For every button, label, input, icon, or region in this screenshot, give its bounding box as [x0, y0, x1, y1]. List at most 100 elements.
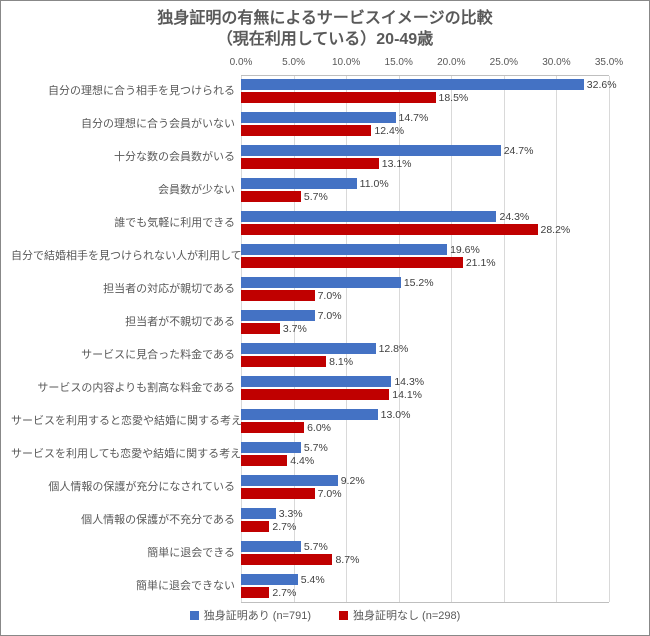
chart-row: 個人情報の保護が不充分である3.3%2.7%: [11, 504, 609, 537]
bar: 19.6%: [241, 244, 447, 255]
category-label: 個人情報の保護が不充分である: [11, 514, 241, 526]
bar: 14.7%: [241, 112, 396, 123]
chart-row: 担当者が不親切である7.0%3.7%: [11, 306, 609, 339]
bar: 6.0%: [241, 422, 304, 433]
category-label: 十分な数の会員数がいる: [11, 151, 241, 163]
chart-row: 自分の理想に合う相手を見つけられる32.6% 18.5%: [11, 75, 609, 108]
bar: 8.1%: [241, 356, 326, 367]
x-tick-label: 15.0%: [385, 57, 413, 68]
bar: 2.7%: [241, 521, 269, 532]
chart-row: 会員数が少ない11.0%5.7%: [11, 174, 609, 207]
bar-value-label: 13.0%: [381, 409, 411, 421]
bar: 9.2%: [241, 475, 338, 486]
bar: 15.2%: [241, 277, 401, 288]
bar: 7.0%: [241, 290, 315, 301]
bar-value-label: 13.1%: [382, 158, 412, 170]
bar-value-label: 19.6%: [450, 244, 480, 256]
chart-row: 自分で結婚相手を見つけられない人が利用して…19.6%21.1%: [11, 240, 609, 273]
gridline: [609, 76, 610, 602]
bar-group: 12.8% 8.1%: [241, 339, 609, 372]
bar-value-label: 12.4%: [374, 125, 404, 137]
x-tick-label: 30.0%: [542, 57, 570, 68]
bar: 5.7%: [241, 541, 301, 552]
category-label: 誰でも気軽に利用できる: [11, 217, 241, 229]
legend: 独身証明あり (n=791) 独身証明なし (n=298): [11, 607, 639, 625]
category-label: 会員数が少ない: [11, 184, 241, 196]
bar-wrap: 14.7%: [241, 112, 609, 123]
chart-row: 簡単に退会できる5.7%8.7%: [11, 537, 609, 570]
legend-swatch: [339, 611, 348, 620]
bar-value-label: 14.3%: [394, 376, 424, 388]
bar-value-label: 5.7%: [304, 541, 328, 553]
bar: 12.8%: [241, 343, 376, 354]
bar-value-label: 2.7%: [272, 587, 296, 599]
bar: 3.7%: [241, 323, 280, 334]
chart-row: 個人情報の保護が充分になされている9.2%7.0%: [11, 471, 609, 504]
category-label: 担当者の対応が親切である: [11, 283, 241, 295]
bar-value-label: 18.5%: [439, 92, 469, 104]
bar-wrap: 5.7%: [241, 442, 609, 453]
bar-value-label: 3.7%: [283, 323, 307, 335]
bar-wrap: 21.1%: [241, 257, 609, 268]
chart-row: 十分な数の会員数がいる24.7% 13.1%: [11, 141, 609, 174]
bar-value-label: 2.7%: [272, 521, 296, 533]
chart-row: サービスを利用しても恋愛や結婚に関する考え…5.7% 4.4%: [11, 438, 609, 471]
bar-value-label: 15.2%: [404, 277, 434, 289]
bar: 7.0%: [241, 488, 315, 499]
chart-title: 独身証明の有無によるサービスイメージの比較 （現在利用している）20-49歳: [11, 9, 639, 51]
bar-value-label: 32.6%: [587, 79, 617, 91]
bar-wrap: 9.2%: [241, 475, 609, 486]
bar-wrap: 5.7%: [241, 541, 609, 552]
bar: 7.0%: [241, 310, 315, 321]
chart-row: 簡単に退会できない5.4%2.7%: [11, 570, 609, 603]
bar: 13.1%: [241, 158, 379, 169]
bar-value-label: 5.4%: [301, 574, 325, 586]
chart-row: 担当者の対応が親切である15.2%7.0%: [11, 273, 609, 306]
bar-wrap: 24.7%: [241, 145, 609, 156]
bar: 12.4%: [241, 125, 371, 136]
chart-row: サービスの内容よりも割高な料金である14.3%14.1%: [11, 372, 609, 405]
bar-wrap: 7.0%: [241, 488, 609, 499]
category-label: サービスを利用しても恋愛や結婚に関する考え…: [11, 448, 241, 460]
bar: 32.6%: [241, 79, 584, 90]
bar-wrap: 8.1%: [241, 356, 609, 367]
chart-row: 自分の理想に合う会員がいない14.7%12.4%: [11, 108, 609, 141]
bar: 28.2%: [241, 224, 538, 235]
bar-wrap: 2.7%: [241, 521, 609, 532]
chart-row: 誰でも気軽に利用できる24.3%28.2%: [11, 207, 609, 240]
bar-group: 9.2% 7.0%: [241, 471, 609, 504]
category-label: 自分の理想に合う相手を見つけられる: [11, 85, 241, 97]
bar-value-label: 7.0%: [318, 310, 342, 322]
bar-value-label: 8.7%: [335, 554, 359, 566]
bar-wrap: 5.4%: [241, 574, 609, 585]
category-label: サービスを利用すると恋愛や結婚に関する考え…: [11, 415, 241, 427]
chart-row: サービスを利用すると恋愛や結婚に関する考え… 13.0% 6.0%: [11, 405, 609, 438]
bar-value-label: 4.4%: [290, 455, 314, 467]
bar-group: 24.3%28.2%: [241, 207, 609, 240]
bar-value-label: 3.3%: [279, 508, 303, 520]
legend-label: 独身証明あり (n=791): [204, 607, 311, 623]
bar-wrap: 3.7%: [241, 323, 609, 334]
bar: 24.3%: [241, 211, 496, 222]
bar-value-label: 6.0%: [307, 422, 331, 434]
bar-wrap: 12.4%: [241, 125, 609, 136]
bar-value-label: 14.7%: [399, 112, 429, 124]
bar: 5.7%: [241, 442, 301, 453]
bar-group: 3.3%2.7%: [241, 504, 609, 537]
bar: 18.5%: [241, 92, 436, 103]
x-tick-label: 25.0%: [490, 57, 518, 68]
x-tick-label: 20.0%: [437, 57, 465, 68]
bar: 11.0%: [241, 178, 357, 189]
bar-group: 7.0% 3.7%: [241, 306, 609, 339]
bar-wrap: 4.4%: [241, 455, 609, 466]
bar: 21.1%: [241, 257, 463, 268]
x-tick-label: 0.0%: [230, 57, 253, 68]
bar-value-label: 9.2%: [341, 475, 365, 487]
bar-value-label: 24.3%: [499, 211, 529, 223]
legend-label: 独身証明なし (n=298): [353, 607, 460, 623]
legend-swatch: [190, 611, 199, 620]
chart-rows: 自分の理想に合う相手を見つけられる32.6% 18.5% 自分の理想に合う会員がいな…: [11, 75, 609, 603]
plot-area: 0.0%5.0%10.0%15.0%20.0%25.0%30.0%35.0% 自…: [11, 57, 639, 603]
category-label: 担当者が不親切である: [11, 316, 241, 328]
chart-title-line1: 独身証明の有無によるサービスイメージの比較: [11, 9, 639, 30]
